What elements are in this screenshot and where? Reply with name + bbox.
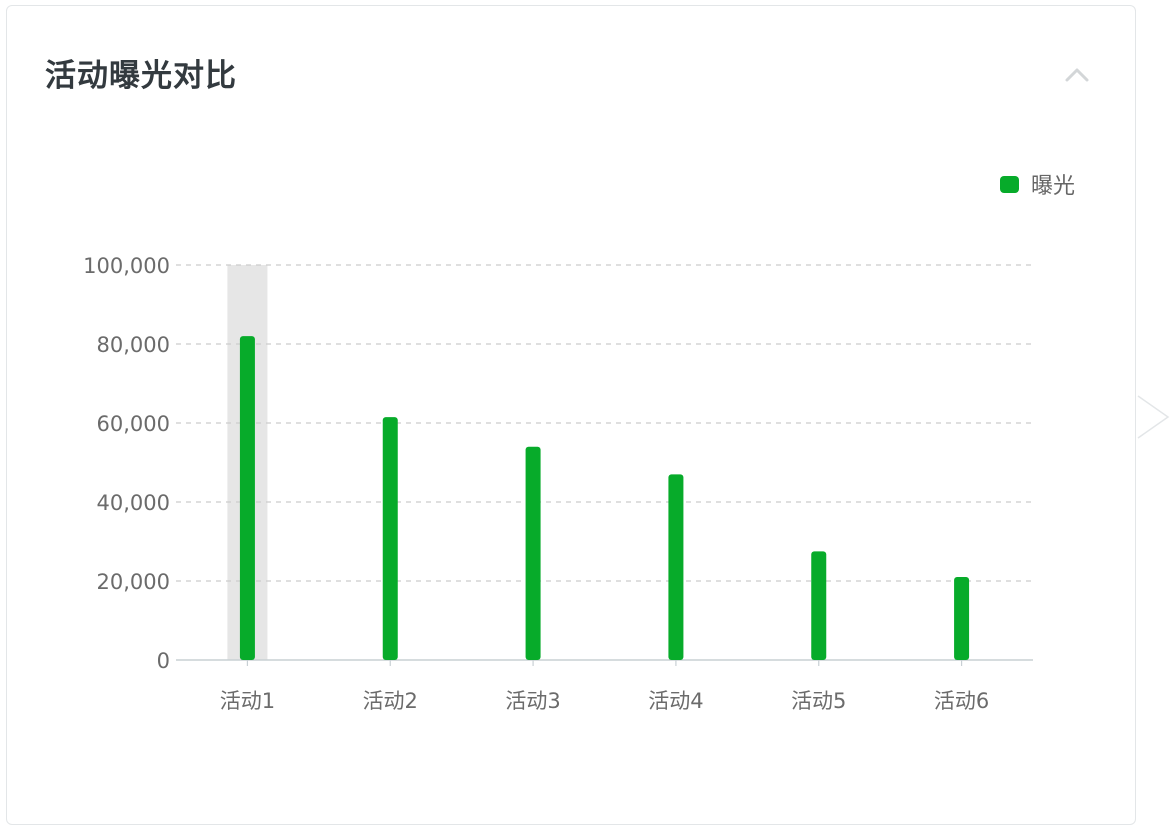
bar[interactable] [382,417,398,660]
side-notch [1137,395,1170,439]
card-title: 活动曝光对比 [45,58,237,94]
x-tick-label: 活动4 [648,689,703,713]
y-tick-label: 40,000 [97,491,170,515]
y-tick-label: 60,000 [97,412,170,436]
bar[interactable] [954,577,970,660]
chart-card: 活动曝光对比 [6,5,1136,825]
x-tick-label: 活动1 [220,689,275,713]
bar[interactable] [811,551,827,660]
legend-swatch [1000,175,1019,193]
chart-legend[interactable]: 曝光 [1000,168,1075,200]
x-tick-label: 活动2 [363,689,418,713]
bar[interactable] [239,336,255,660]
x-tick-label: 活动6 [934,689,989,713]
y-tick-label: 0 [157,649,170,673]
y-tick-label: 100,000 [83,254,170,278]
collapse-button[interactable] [1059,58,1095,88]
x-tick-label: 活动5 [791,689,846,713]
bar[interactable] [525,446,541,660]
y-tick-label: 80,000 [97,333,170,357]
bar[interactable] [668,474,684,660]
legend-label: 曝光 [1031,174,1076,199]
x-tick-label: 活动3 [505,689,560,713]
chevron-up-icon [1065,68,1089,82]
y-tick-label: 20,000 [97,570,170,594]
